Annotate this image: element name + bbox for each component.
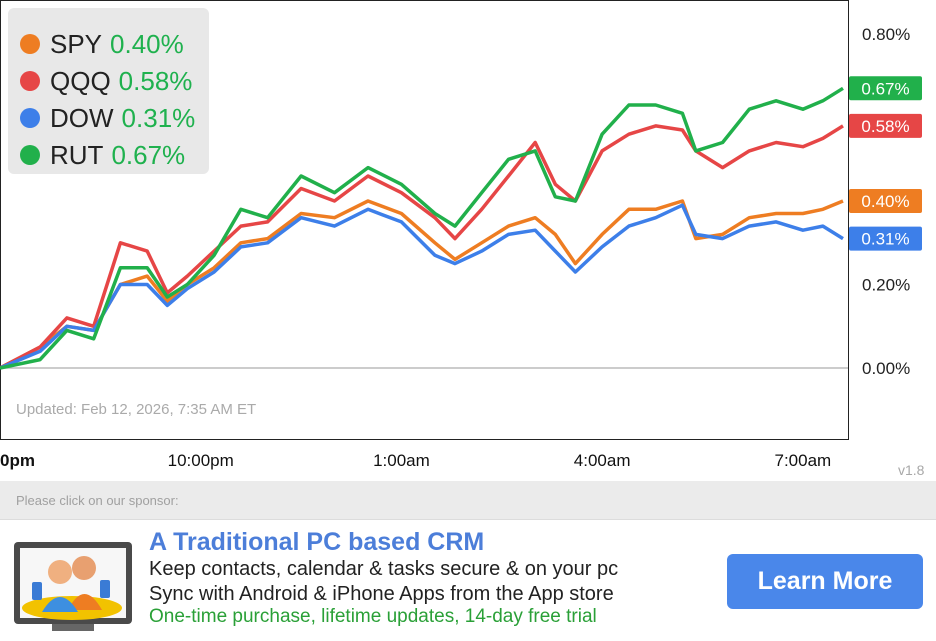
sponsor-ad[interactable]: A Traditional PC based CRM Keep contacts… <box>0 519 936 641</box>
qqq-dot-icon <box>20 71 40 91</box>
dow-dot-icon <box>20 108 40 128</box>
legend-value: 0.31% <box>121 102 196 133</box>
legend-name: DOW <box>50 102 114 133</box>
x-tick-label: 1:00am <box>373 451 430 470</box>
value-badge-rut: 0.67% <box>849 76 922 101</box>
y-tick-label: 0.80% <box>862 25 910 44</box>
x-tick-label: 10:00pm <box>168 451 234 470</box>
value-badge-label: 0.58% <box>861 117 909 136</box>
legend-item-dow: DOW 0.31% <box>20 103 195 133</box>
legend-name: QQQ <box>50 65 111 96</box>
legend-value: 0.58% <box>118 65 193 96</box>
value-badge-label: 0.40% <box>861 192 909 211</box>
sponsor-bar: Please click on our sponsor: <box>0 481 936 519</box>
updated-timestamp: Updated: Feb 12, 2026, 7:35 AM ET <box>16 401 257 418</box>
legend-value: 0.40% <box>110 28 184 59</box>
legend-item-rut: RUT 0.67% <box>20 140 185 170</box>
x-tick-label: 0pm <box>0 451 35 470</box>
value-badge-box <box>849 76 922 101</box>
series-line-qqq <box>0 124 844 370</box>
series-line-dow <box>0 203 844 370</box>
legend-name: RUT <box>50 139 104 170</box>
spy-dot-icon <box>20 34 40 54</box>
value-badge-box <box>849 189 922 213</box>
value-badge-label: 0.67% <box>861 79 909 98</box>
x-tick-label: 7:00am <box>775 451 832 470</box>
y-tick-label: 0.20% <box>862 276 910 295</box>
learn-more-button[interactable]: Learn More <box>727 554 923 609</box>
x-tick-label: 4:00am <box>574 451 631 470</box>
crm-logo-icon <box>14 542 132 631</box>
version-label: v1.8 <box>898 462 925 478</box>
ad-title[interactable]: A Traditional PC based CRM <box>149 528 485 556</box>
value-badges: 0.40% 0.58% 0.31% 0.67% <box>849 76 922 251</box>
ad-line-2: Sync with Android & iPhone Apps from the… <box>149 583 614 605</box>
value-badge-qqq: 0.58% <box>849 113 922 138</box>
value-badge-box <box>849 113 922 138</box>
ad-line-3: One-time purchase, lifetime updates, 14-… <box>149 606 597 627</box>
value-badge-label: 0.31% <box>861 230 909 249</box>
y-axis: 0.80% 0.20% 0.00% <box>862 25 910 378</box>
legend-item-qqq: QQQ 0.58% <box>20 66 192 96</box>
legend-item-spy: SPY 0.40% <box>20 29 184 59</box>
y-tick-label: 0.00% <box>862 359 910 378</box>
value-badge-dow: 0.31% <box>849 226 922 251</box>
x-axis: 0pm 10:00pm 1:00am 4:00am 7:00am <box>0 451 831 470</box>
value-badge-spy: 0.40% <box>849 189 922 213</box>
plot-frame <box>0 0 849 440</box>
ad-line-1: Keep contacts, calendar & tasks secure &… <box>149 558 619 580</box>
sponsor-label: Please click on our sponsor: <box>16 493 179 508</box>
value-badge-box <box>849 226 922 251</box>
legend-value: 0.67% <box>111 139 186 170</box>
legend: SPY 0.40% QQQ 0.58% DOW 0.31% RUT 0.67% <box>8 8 209 174</box>
series-line-rut <box>0 86 844 370</box>
rut-dot-icon <box>20 145 40 165</box>
legend-name: SPY <box>50 28 103 59</box>
series-layer <box>0 86 844 370</box>
